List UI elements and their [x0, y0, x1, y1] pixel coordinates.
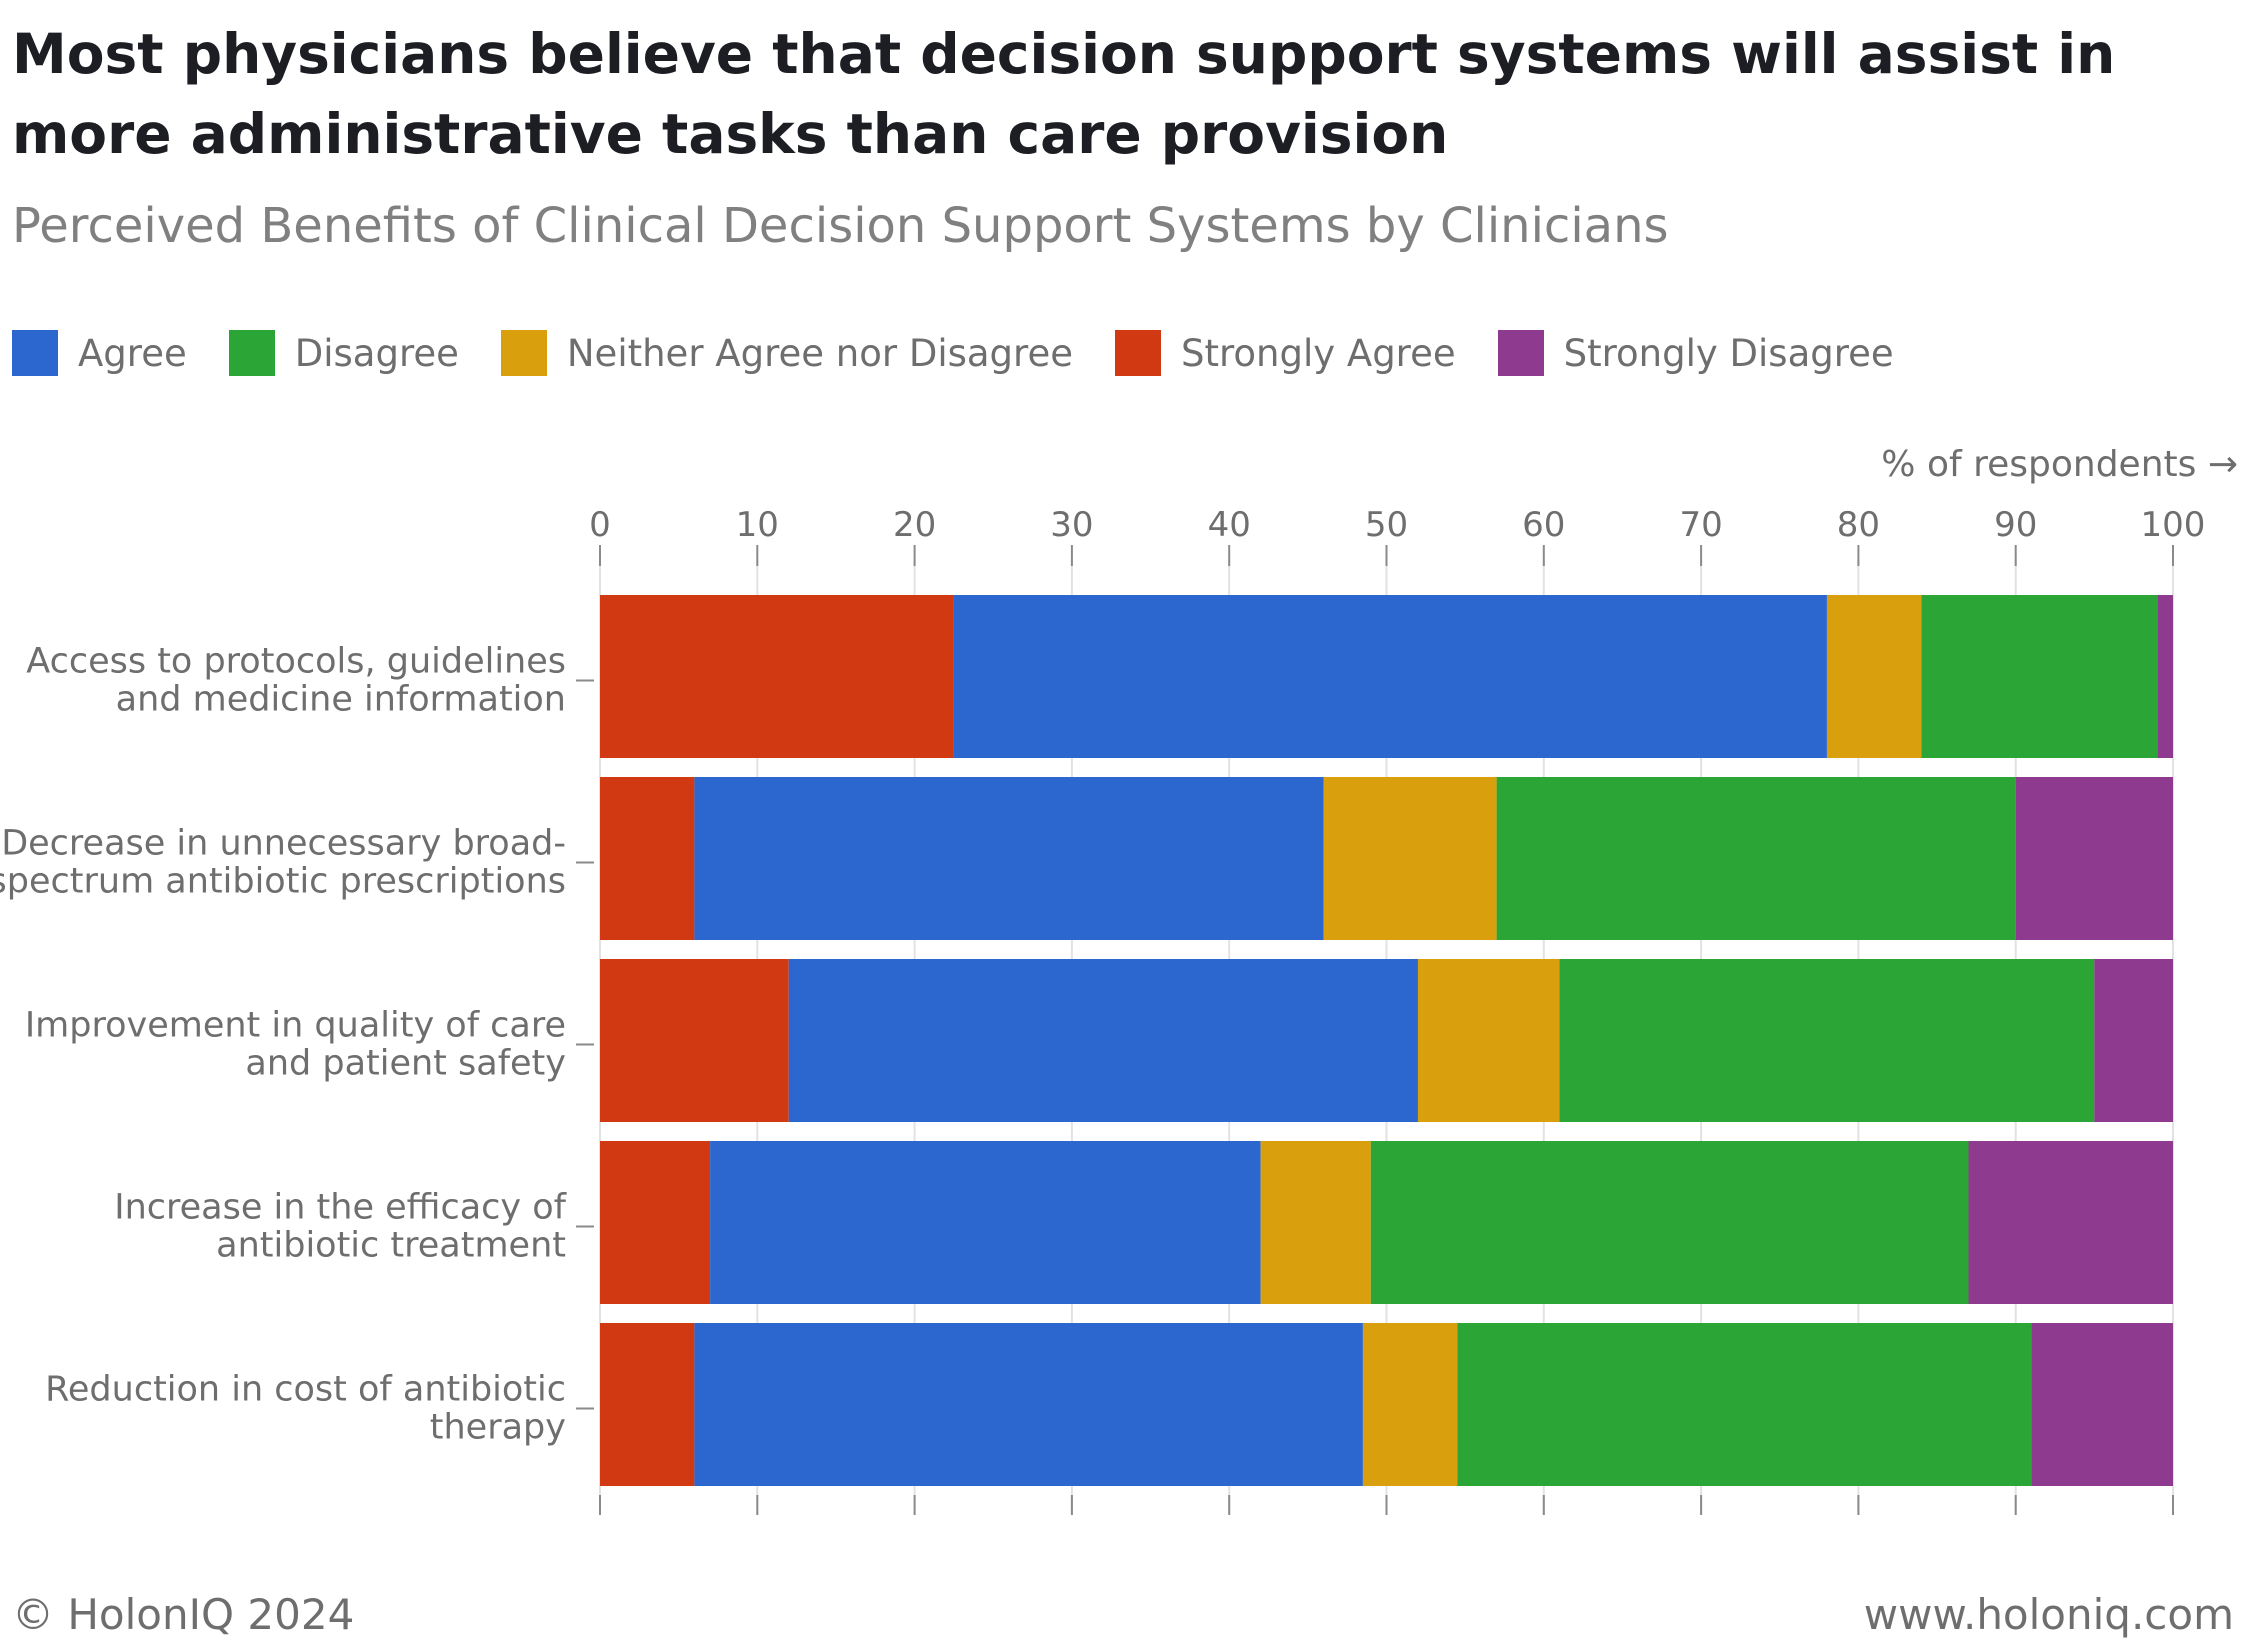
x-tick-label: 30 [1050, 505, 1093, 545]
category-label: Improvement in quality of care and patien… [25, 1006, 566, 1084]
legend-swatch [228, 330, 275, 376]
stacked-bar-chart: % of respondents → 0 10 20 30 40 50 60 70 80 90 100… [0, 444, 2238, 1515]
x-tick-label: 60 [1522, 505, 1565, 545]
category-label-line: therapy [430, 1408, 566, 1448]
bar-neither-agree-nor-disagree [1417, 959, 1560, 1122]
category-label: Increase in the efficacy of antibiotic tr… [114, 1188, 566, 1266]
bar-neither-agree-nor-disagree [1362, 1323, 1458, 1486]
legend-swatch [500, 330, 547, 376]
legend-label: Strongly Agree [1180, 331, 1456, 375]
x-tick-label: 40 [1208, 505, 1251, 545]
bar-neither-agree-nor-disagree [1826, 595, 1922, 758]
bar-strongly-agree [600, 595, 954, 758]
bar-neither-agree-nor-disagree [1323, 777, 1497, 940]
x-tick-label: 100 [2141, 505, 2206, 545]
bar-strongly-disagree [2094, 959, 2173, 1122]
bar-agree [694, 777, 1324, 940]
legend-item-strongly-agree[interactable]: Strongly Agree [1114, 330, 1456, 376]
category-label-line: and patient safety [245, 1044, 566, 1084]
category-label-line: Access to protocols, guidelines [26, 642, 566, 682]
x-tick-label: 20 [893, 505, 936, 545]
legend-item-agree[interactable]: Agree [12, 330, 187, 376]
category-label-line: Reduction in cost of antibiotic [45, 1370, 566, 1410]
x-axis-label: % of respondents → [1881, 444, 2238, 485]
category-label-line: antibiotic treatment [216, 1226, 566, 1266]
bar-strongly-agree [600, 1141, 711, 1304]
legend-item-neither-agree-nor-disagree[interactable]: Neither Agree nor Disagree [500, 330, 1073, 376]
bar-agree [710, 1141, 1261, 1304]
category-label-line: and medicine information [116, 680, 566, 720]
legend: Agree Disagree Neither Agree nor Disagree S… [12, 330, 1936, 376]
category-label-line: Decrease in unnecessary broad- [1, 824, 566, 864]
bar-agree [953, 595, 1827, 758]
chart-title: Most physicians believe that decision su… [12, 22, 2116, 166]
legend-swatch [1114, 330, 1161, 376]
legend-label: Disagree [294, 331, 459, 375]
legend-item-disagree[interactable]: Disagree [228, 330, 459, 376]
chart-subtitle: Perceived Benefits of Clinical Decision … [12, 198, 1669, 254]
x-tick-label: 90 [1994, 505, 2037, 545]
bar-strongly-agree [600, 959, 789, 1122]
x-tick-label: 10 [736, 505, 779, 545]
category-label: Access to protocols, guidelines and medic… [26, 642, 566, 720]
website-link[interactable]: www.holoniq.com [1863, 1590, 2234, 1639]
bar-disagree [1496, 777, 2016, 940]
bar-disagree [1559, 959, 2095, 1122]
bar-strongly-disagree [2031, 1323, 2173, 1486]
bar-strongly-agree [600, 1323, 695, 1486]
legend-label: Strongly Disagree [1563, 331, 1894, 375]
category-label-line: Improvement in quality of care [25, 1006, 566, 1046]
category-label-line: Increase in the efficacy of [114, 1188, 566, 1228]
bar-agree [694, 1323, 1363, 1486]
x-tick-label: 50 [1365, 505, 1408, 545]
legend-label: Agree [78, 331, 187, 375]
x-tick-label: 70 [1679, 505, 1722, 545]
legend-swatch [12, 330, 58, 376]
bar-neither-agree-nor-disagree [1260, 1141, 1371, 1304]
category-label: Decrease in unnecessary broad-spectrum a… [0, 824, 566, 902]
bar-agree [788, 959, 1418, 1122]
category-label: Reduction in cost of antibiotic therapy [45, 1370, 566, 1448]
x-tick-label: 0 [589, 505, 611, 545]
bar-strongly-disagree [1968, 1141, 2173, 1304]
bar-disagree [1457, 1323, 2032, 1486]
category-label-line: spectrum antibiotic prescriptions [0, 862, 566, 902]
bar-disagree [1921, 595, 2158, 758]
bar-strongly-agree [600, 777, 695, 940]
bar-strongly-disagree [2157, 595, 2173, 758]
x-tick-label: 80 [1837, 505, 1880, 545]
legend-item-strongly-disagree[interactable]: Strongly Disagree [1497, 330, 1894, 376]
copyright-text: © HolonIQ 2024 [12, 1590, 355, 1639]
bar-disagree [1370, 1141, 1969, 1304]
legend-swatch [1497, 330, 1544, 376]
legend-label: Neither Agree nor Disagree [566, 331, 1073, 375]
bar-strongly-disagree [2015, 777, 2173, 940]
